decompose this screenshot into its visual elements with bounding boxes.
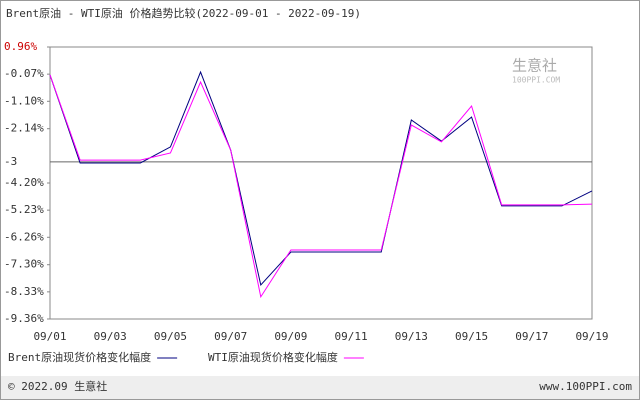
y-tick-label: -0.07%	[4, 67, 44, 80]
legend-label: Brent原油现货价格变化幅度	[8, 350, 151, 364]
y-tick-label: -3	[4, 155, 17, 168]
y-tick-label: -6.26%	[4, 230, 44, 243]
x-tick-label: 09/05	[154, 330, 187, 343]
y-tick-label: -2.14%	[4, 122, 44, 135]
x-tick-label: 09/09	[274, 330, 307, 343]
x-tick-label: 09/01	[33, 330, 66, 343]
x-tick-label: 09/07	[214, 330, 247, 343]
x-tick-label: 09/15	[455, 330, 488, 343]
series-line	[49, 70, 593, 287]
watermark-url: 100PPI.COM	[512, 76, 560, 85]
y-tick-label: 0.96%	[4, 40, 37, 53]
x-tick-label: 09/11	[335, 330, 368, 343]
series-line	[49, 74, 593, 299]
x-tick-label: 09/17	[515, 330, 548, 343]
chart-title: Brent原油 - WTI原油 价格趋势比较(2022-09-01 - 2022…	[6, 6, 361, 20]
y-tick-label: -1.10%	[4, 94, 44, 107]
x-tick-label: 09/03	[94, 330, 127, 343]
legend-label: WTI原油现货价格变化幅度	[208, 350, 338, 364]
x-tick-label: 09/19	[575, 330, 608, 343]
footer-left: © 2022.09 生意社	[8, 379, 107, 393]
footer-bar	[1, 376, 639, 399]
y-tick-label: -5.23%	[4, 203, 44, 216]
y-tick-label: -8.33%	[4, 285, 44, 298]
y-tick-label: -7.30%	[4, 258, 44, 271]
footer-right: www.100PPI.com	[539, 380, 632, 393]
watermark: 生意社	[512, 57, 557, 75]
y-tick-label: -9.36%	[4, 312, 44, 325]
y-tick-label: -4.20%	[4, 176, 44, 189]
x-tick-label: 09/13	[395, 330, 428, 343]
